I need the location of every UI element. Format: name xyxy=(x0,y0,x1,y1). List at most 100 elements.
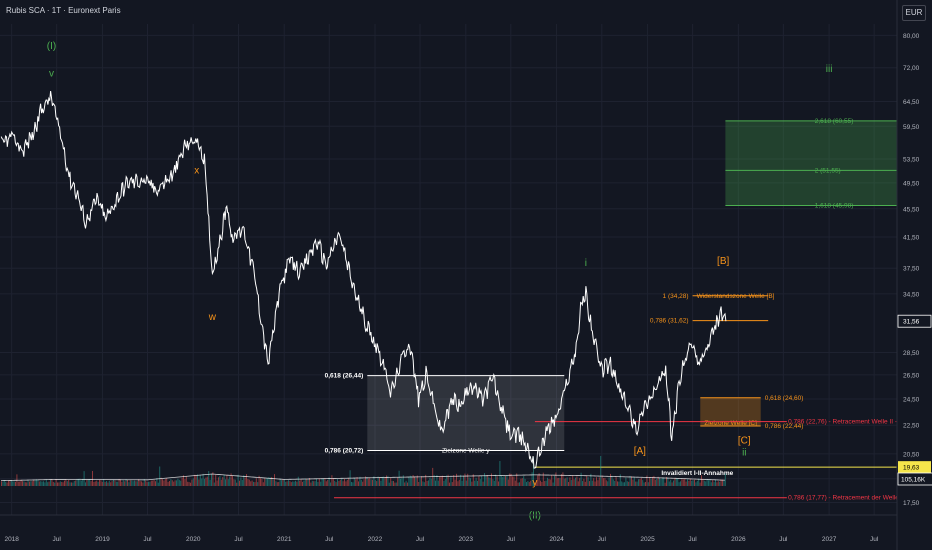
volume-bar xyxy=(237,474,239,486)
volume-bar xyxy=(680,481,681,486)
volume-bar xyxy=(638,479,639,486)
volume-bar xyxy=(549,479,551,486)
volume-bar xyxy=(458,479,460,486)
volume-bar xyxy=(143,479,145,486)
volume-bar xyxy=(695,482,697,486)
volume-bar xyxy=(229,476,231,486)
volume-bar xyxy=(124,481,126,486)
volume-bar xyxy=(409,475,411,486)
volume-bar xyxy=(61,481,63,486)
volume-bar xyxy=(34,479,36,486)
volume-bar xyxy=(603,478,604,486)
volume-bar xyxy=(92,470,93,486)
volume-bar xyxy=(219,476,221,486)
volume-bar xyxy=(282,479,284,486)
volume-bar xyxy=(160,477,162,486)
volume-bar xyxy=(562,472,564,486)
volume-bar xyxy=(527,480,529,486)
volume-bar xyxy=(346,479,348,486)
volume-bar xyxy=(173,481,175,486)
resistance-label: 1 (34,28) xyxy=(663,293,689,300)
volume-bar xyxy=(685,481,687,486)
volume-bar xyxy=(141,481,142,486)
volume-bar xyxy=(178,479,180,486)
volume-bar xyxy=(2,481,4,486)
volume-bar xyxy=(471,481,473,486)
volume-bar xyxy=(97,481,99,486)
volume-bar xyxy=(577,481,579,486)
volume-bar xyxy=(138,479,140,486)
volume-bar xyxy=(428,480,429,486)
price-axis-tick: 26,50 xyxy=(903,372,920,379)
volume-bar xyxy=(402,475,404,486)
volume-bar xyxy=(48,481,50,486)
volume-bar xyxy=(484,473,485,486)
volume-bar xyxy=(3,480,5,486)
volume-bar xyxy=(610,473,611,486)
volume-bar xyxy=(363,479,365,486)
volume-bar xyxy=(76,478,78,486)
volume-bar xyxy=(62,482,64,486)
volume-bar xyxy=(80,480,82,486)
volume-bar xyxy=(183,475,184,486)
price-axis-tick: 59,50 xyxy=(903,124,920,131)
volume-bar xyxy=(386,475,387,486)
volume-bar xyxy=(213,482,215,486)
volume-bar xyxy=(223,474,225,486)
volume-bar xyxy=(388,482,390,486)
wave-label: [B] xyxy=(717,256,729,267)
volume-bar xyxy=(461,480,463,486)
volume-bar xyxy=(496,476,498,486)
volume-bar xyxy=(507,479,509,486)
volume-bar xyxy=(215,474,217,486)
volume-bar xyxy=(367,478,369,486)
volume-bar xyxy=(288,480,289,486)
volume-bar xyxy=(69,482,71,486)
volume-bar xyxy=(316,478,317,486)
volume-bar xyxy=(614,481,616,486)
volume-bar xyxy=(331,475,333,486)
volume-bar xyxy=(624,482,625,486)
volume-bar xyxy=(12,481,14,486)
volume-bar xyxy=(366,477,368,486)
volume-bar xyxy=(584,481,586,486)
volume-bar xyxy=(653,475,655,486)
volume-bar xyxy=(390,477,392,486)
volume-bar xyxy=(341,478,343,486)
currency-selector[interactable]: EUR xyxy=(902,5,926,21)
volume-bar xyxy=(512,476,513,486)
volume-bar xyxy=(691,480,693,486)
zone-c-name: Zielzone Welle [C] xyxy=(704,420,757,427)
volume-bar xyxy=(73,481,75,486)
volume-bar xyxy=(166,478,168,486)
volume-bar xyxy=(253,481,254,486)
volume-bar xyxy=(604,477,606,486)
volume-bar xyxy=(79,478,81,486)
volume-bar xyxy=(10,480,12,486)
volume-bar xyxy=(446,475,448,486)
volume-bar xyxy=(114,480,116,486)
volume-bar xyxy=(681,479,683,486)
volume-bar xyxy=(379,477,380,486)
volume-bar xyxy=(258,475,260,486)
volume-bar xyxy=(607,481,609,486)
volume-bar xyxy=(311,480,313,486)
volume-bar xyxy=(699,482,701,486)
volume-bar xyxy=(677,478,679,486)
volume-bar xyxy=(187,481,189,486)
volume-bar xyxy=(320,481,322,486)
volume-bar xyxy=(170,479,172,486)
volume-bar xyxy=(407,482,408,486)
volume-bar xyxy=(632,479,634,486)
volume-bar xyxy=(163,480,165,486)
volume-bar xyxy=(551,475,553,486)
volume-bar xyxy=(709,479,711,486)
volume-bar xyxy=(71,482,72,486)
volume-bar xyxy=(418,481,420,486)
volume-bar xyxy=(478,476,480,486)
volume-bar xyxy=(106,481,107,486)
volume-bar xyxy=(384,477,386,486)
volume-bar xyxy=(682,479,684,486)
volume-bar xyxy=(275,481,277,486)
volume-bar xyxy=(234,479,236,486)
